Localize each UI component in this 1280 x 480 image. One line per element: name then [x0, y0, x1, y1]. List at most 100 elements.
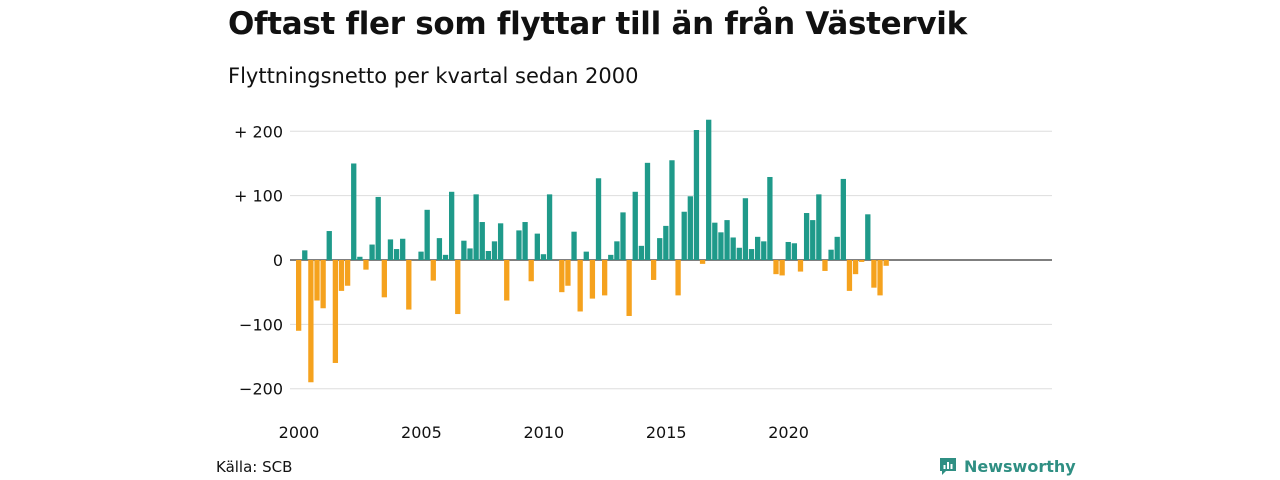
bar — [626, 260, 632, 316]
bar — [320, 260, 326, 309]
bar — [338, 260, 345, 291]
x-tick-label: 2015 — [646, 423, 687, 442]
bar — [522, 222, 528, 260]
bar — [706, 119, 712, 260]
x-tick-label: 2020 — [768, 423, 809, 442]
bar — [791, 243, 798, 260]
bar — [724, 220, 730, 260]
bar — [418, 251, 424, 260]
bar — [877, 260, 883, 296]
bar — [816, 194, 822, 260]
bar — [589, 260, 596, 299]
bar — [455, 260, 461, 315]
bar — [834, 236, 840, 260]
bar — [681, 211, 687, 260]
bar — [393, 249, 400, 260]
bar — [442, 254, 449, 260]
bar — [559, 260, 565, 293]
bar — [608, 254, 614, 260]
bar — [528, 260, 534, 282]
bar — [449, 191, 455, 260]
bar — [436, 238, 443, 260]
bar — [650, 260, 657, 280]
bar — [755, 236, 761, 260]
bar — [742, 198, 749, 260]
bar — [669, 160, 675, 260]
bar — [822, 260, 828, 271]
bar — [828, 249, 834, 260]
bar — [736, 247, 742, 260]
bar — [595, 178, 602, 260]
bar — [308, 260, 314, 383]
bar — [663, 225, 669, 260]
bar — [344, 260, 351, 286]
bar — [473, 194, 479, 260]
bar — [430, 260, 436, 281]
bar — [687, 196, 693, 260]
bar — [424, 209, 430, 260]
bar — [326, 231, 332, 260]
x-axis-ticks: 2000 2005 2010 2015 2020 — [279, 423, 809, 442]
bar — [602, 260, 608, 296]
bar — [797, 260, 804, 272]
bar — [779, 260, 785, 276]
bar — [657, 238, 663, 260]
bar — [381, 260, 387, 298]
bar — [614, 241, 620, 260]
y-tick-label: −100 — [239, 315, 283, 334]
bar — [748, 249, 755, 260]
y-axis-ticks: + 200 + 100 0 −100 −200 — [234, 122, 283, 398]
bar — [332, 260, 339, 363]
bar — [497, 223, 504, 260]
bar — [571, 231, 577, 260]
bar — [675, 260, 681, 296]
bar — [718, 232, 724, 260]
bar — [369, 244, 375, 260]
bar — [693, 130, 700, 260]
bar — [852, 260, 859, 275]
bar — [632, 191, 638, 260]
bar — [363, 260, 369, 270]
bar — [516, 230, 522, 260]
bar — [644, 162, 651, 260]
bar — [351, 163, 357, 260]
bar — [840, 178, 846, 260]
bar — [620, 212, 626, 260]
bar — [406, 260, 412, 310]
bar — [491, 241, 498, 260]
bar — [400, 238, 406, 260]
y-tick-label: + 200 — [234, 122, 283, 141]
bar — [785, 241, 791, 260]
bar — [461, 240, 467, 260]
bar — [638, 245, 645, 260]
bar — [803, 213, 810, 260]
bar — [387, 239, 394, 260]
newsworthy-icon — [940, 458, 956, 475]
x-tick-label: 2005 — [401, 423, 442, 442]
bar — [534, 233, 540, 260]
bar — [296, 260, 302, 331]
bar — [767, 176, 773, 260]
brand-name: Newsworthy — [964, 456, 1076, 476]
source-note: Källa: SCB — [216, 458, 293, 476]
bar — [357, 256, 363, 260]
bar — [883, 260, 889, 266]
bar — [846, 260, 853, 291]
bar — [302, 250, 308, 260]
bar — [761, 241, 767, 260]
bar — [712, 222, 718, 260]
bar — [730, 237, 736, 260]
bar — [699, 260, 706, 264]
bar — [485, 250, 492, 260]
x-tick-label: 2000 — [279, 423, 320, 442]
bar — [375, 196, 381, 260]
chart-subtitle: Flyttningsnetto per kvartal sedan 2000 — [228, 64, 639, 88]
bar — [810, 220, 816, 260]
bar — [773, 260, 779, 275]
chart-title: Oftast fler som flyttar till än från Väs… — [228, 6, 967, 42]
bar — [546, 194, 553, 260]
bar — [565, 260, 571, 286]
bar — [314, 260, 320, 301]
bar — [871, 260, 877, 288]
